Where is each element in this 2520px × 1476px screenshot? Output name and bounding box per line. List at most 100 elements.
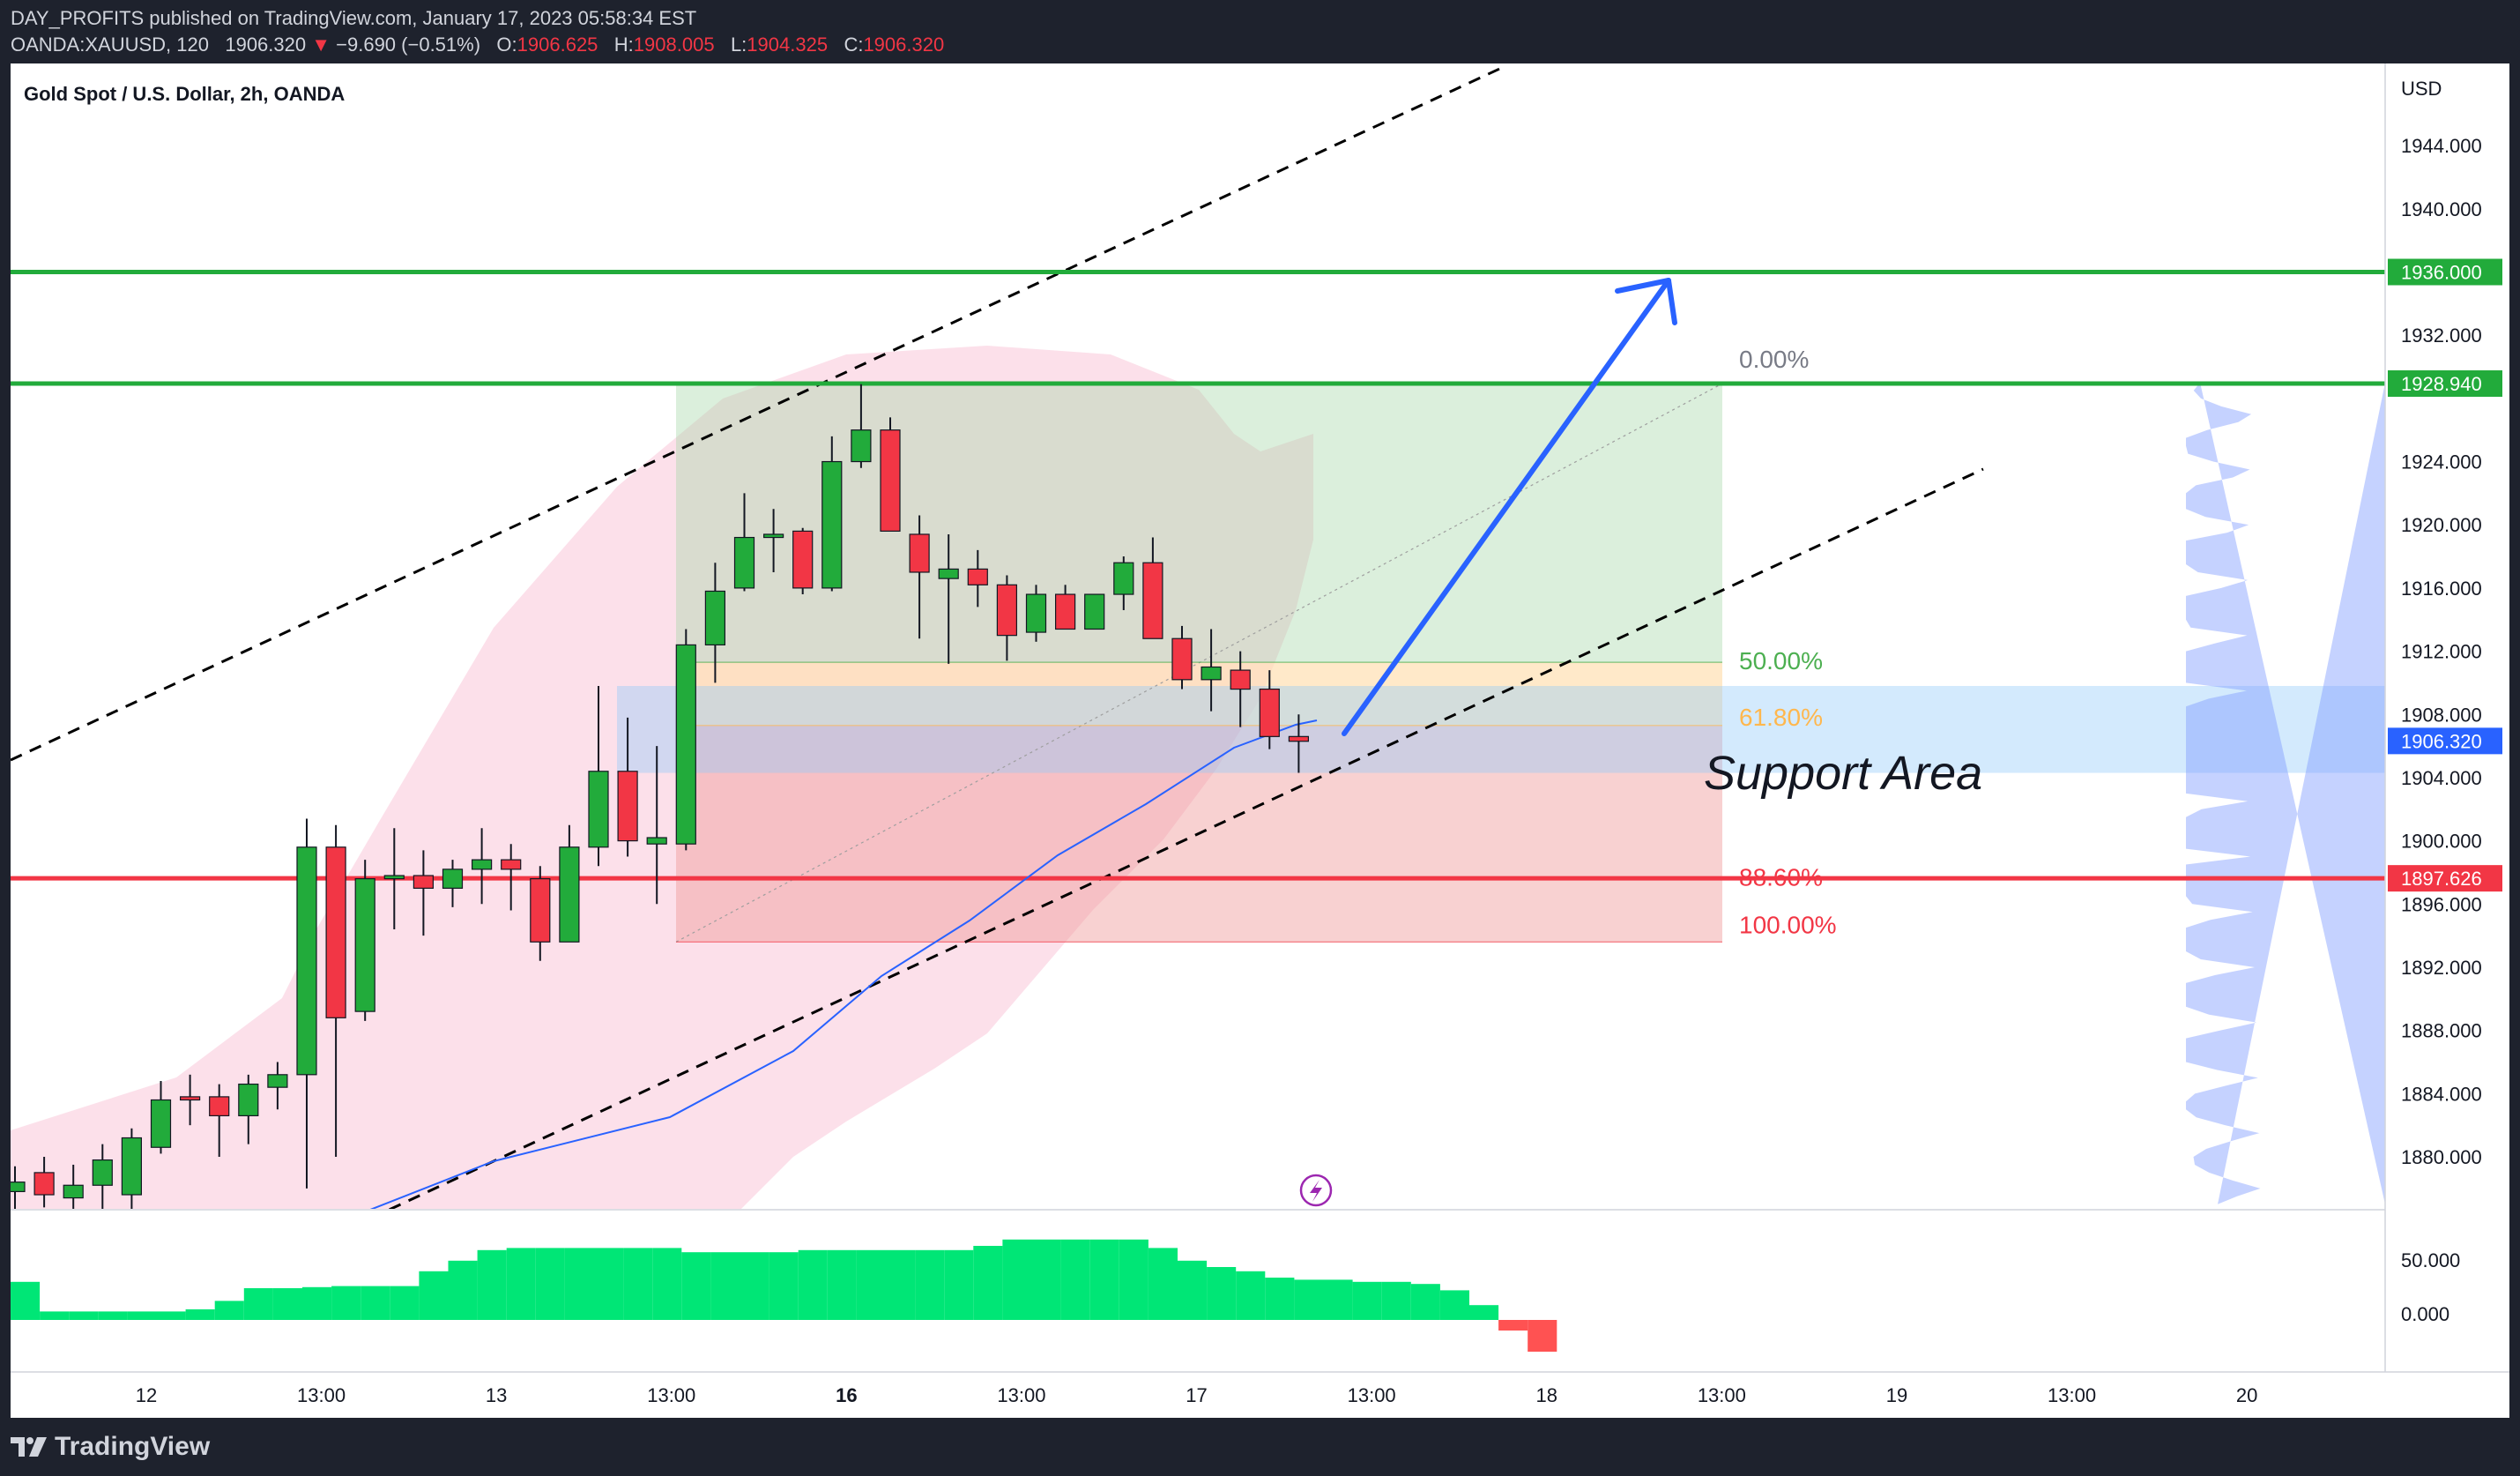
time-tick-label: 17 <box>1186 1384 1207 1406</box>
candle-body <box>413 875 434 889</box>
price-label-box <box>2388 258 2502 286</box>
price-tick-label: 1900.000 <box>2401 831 2482 853</box>
fib-level-label: 61.80% <box>1739 704 1823 731</box>
oscillator-bar <box>302 1286 332 1320</box>
candle <box>383 828 405 929</box>
price-label-box <box>2388 370 2502 398</box>
candle-body <box>180 1096 201 1101</box>
oscillator-bar <box>535 1248 565 1320</box>
candle <box>851 384 872 468</box>
candle-body <box>880 429 901 532</box>
oscillator-bar <box>1031 1239 1061 1320</box>
fib-zone-50-618 <box>676 662 1722 726</box>
candle-body <box>209 1096 230 1117</box>
candle-body <box>559 846 580 943</box>
candle-body <box>1171 637 1193 681</box>
time-tick-label: 20 <box>2236 1384 2257 1406</box>
time-tick-label: 13:00 <box>1348 1384 1396 1406</box>
candle-body <box>33 1172 55 1196</box>
candle <box>501 844 522 911</box>
candle <box>1142 537 1163 639</box>
time-tick-label: 13:00 <box>297 1384 346 1406</box>
oscillator-bar <box>915 1249 945 1320</box>
oscillator-bar <box>564 1248 594 1320</box>
oscillator-bar <box>1528 1320 1557 1352</box>
oscillator-bar <box>1352 1281 1382 1320</box>
projection-arrow-head <box>1615 278 1677 325</box>
candle <box>413 850 434 936</box>
price-label-box <box>2388 727 2502 755</box>
candle <box>617 717 638 857</box>
candle-body <box>501 859 522 870</box>
candle <box>704 563 726 683</box>
candle <box>1201 629 1222 712</box>
candle-body <box>1113 562 1134 595</box>
moving-average-line <box>369 719 1318 1209</box>
price-label: 1906.320 <box>2388 727 2502 755</box>
oscillator-bar <box>40 1311 70 1320</box>
chart-svg[interactable]: 50.000 0.000 1944.000 1940.000 1932.000 1924… <box>0 63 2520 1418</box>
candle <box>180 1074 201 1126</box>
fib-level-label: 50.00% <box>1739 647 1823 675</box>
fib-level-label: 100.00% <box>1739 911 1837 938</box>
oscillator-tick-label: 50.000 <box>2401 1249 2460 1271</box>
candle-body <box>851 429 872 463</box>
oscillator-bar <box>1294 1279 1324 1320</box>
price-tick-label: 1904.000 <box>2401 767 2482 789</box>
candle <box>588 685 609 867</box>
oscillator-bar <box>1060 1239 1090 1320</box>
oscillator-bar <box>944 1249 974 1320</box>
price-tick-label: 1916.000 <box>2401 578 2482 600</box>
candle <box>646 746 667 905</box>
candle-body <box>471 859 493 870</box>
event-flash-icon[interactable] <box>1299 1174 1333 1207</box>
oscillator-bar <box>740 1252 769 1320</box>
price-tick-label: 1880.000 <box>2401 1146 2482 1168</box>
price-tick-label: 1892.000 <box>2401 957 2482 979</box>
candle-body <box>325 846 346 1018</box>
support-area-annotation: Support Area <box>1704 747 1982 800</box>
oscillator-bar <box>798 1249 828 1320</box>
symbol-label: OANDA:XAUUSD, 120 <box>11 34 209 56</box>
candle-body <box>909 533 930 573</box>
candle-body <box>646 837 667 845</box>
tradingview-logo[interactable]: TradingView <box>11 1432 210 1461</box>
time-tick-label: 13:00 <box>2048 1384 2096 1406</box>
oscillator-bar <box>272 1288 302 1320</box>
candle <box>1259 670 1280 749</box>
time-tick-label: 12 <box>136 1384 157 1406</box>
chart-area[interactable]: 50.000 0.000 1944.000 1940.000 1932.000 1924… <box>0 63 2520 1418</box>
price-label-text: 1906.320 <box>2401 730 2482 752</box>
candle-body <box>733 536 755 589</box>
candle-body <box>996 584 1018 637</box>
open-label: O: <box>496 34 517 56</box>
time-tick-label: 13:00 <box>997 1384 1045 1406</box>
oscillator-bar <box>1002 1239 1032 1320</box>
fib-level-label: 0.00% <box>1739 346 1809 373</box>
candle <box>11 1166 26 1209</box>
candle-body <box>762 533 784 539</box>
candle-body <box>383 875 405 880</box>
price-tick-label: 1908.000 <box>2401 704 2482 726</box>
candle-body <box>92 1159 113 1186</box>
candle-body <box>792 530 814 589</box>
candle <box>880 417 901 532</box>
candle-body <box>1142 562 1163 639</box>
time-tick-label: 18 <box>1536 1384 1557 1406</box>
candle-body <box>121 1137 142 1196</box>
candle <box>92 1144 113 1209</box>
candle <box>762 509 784 572</box>
candle <box>967 549 988 608</box>
oscillator-bar <box>331 1286 361 1320</box>
candle <box>296 818 317 1189</box>
candle <box>1054 585 1076 630</box>
candle-body <box>296 846 317 1076</box>
oscillator-bar <box>623 1248 653 1320</box>
candle-body <box>1084 593 1105 630</box>
oscillator-bar <box>448 1260 478 1320</box>
candle <box>1025 585 1047 642</box>
oscillator-bar <box>1323 1279 1353 1320</box>
candle <box>938 533 959 664</box>
candle-body <box>442 868 464 889</box>
candle-body <box>588 771 609 848</box>
